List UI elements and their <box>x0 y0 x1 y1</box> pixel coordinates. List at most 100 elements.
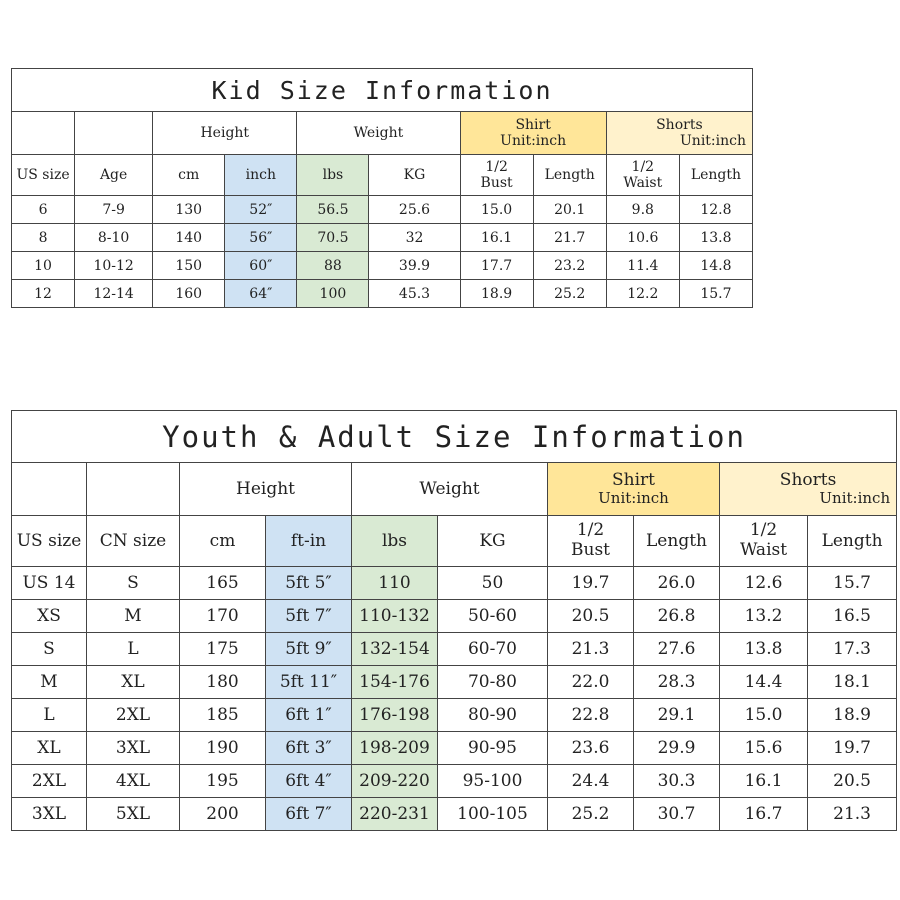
adult-col-waist-line2: Waist <box>739 540 788 560</box>
kid-cell-col2: 8-10 <box>74 223 154 252</box>
adult-cell-shirt-length: 30.3 <box>633 764 720 798</box>
kid-cell-lbs: 100 <box>296 279 370 308</box>
adult-col-shorts-length: Length <box>806 515 898 567</box>
adult-cell-bust: 24.4 <box>547 764 634 798</box>
adult-shirt-label: Shirt <box>612 469 655 490</box>
adult-cell-shorts-length: 18.9 <box>806 698 898 732</box>
adult-cell-lbs: 220-231 <box>351 797 438 831</box>
adult-cell-us-size: 2XL <box>11 764 87 798</box>
adult-cell-shirt-length: 26.8 <box>633 599 720 633</box>
adult-cell-lbs: 209-220 <box>351 764 438 798</box>
adult-cell-shorts-length: 21.3 <box>806 797 898 831</box>
adult-cell-bust: 25.2 <box>547 797 634 831</box>
table-row: S L 175 5ft 9″ 132-154 60-70 21.3 27.6 13.8 17.3 <box>11 632 898 666</box>
adult-cell-us-size: M <box>11 665 87 699</box>
adult-col-bust-line2: Bust <box>571 540 610 560</box>
adult-cell-col4: 5ft 9″ <box>265 632 352 666</box>
kid-cell-lbs: 88 <box>296 251 370 280</box>
adult-cell-shorts-length: 15.7 <box>806 566 898 600</box>
table-row: L 2XL 185 6ft 1″ 176-198 80-90 22.8 29.1 15.0 18.… <box>11 698 898 732</box>
adult-table-title: Youth & Adult Size Information <box>10 410 898 463</box>
adult-cell-us-size: XL <box>11 731 87 765</box>
kid-cell-shirt-length: 21.7 <box>532 223 607 252</box>
kid-col-inch: inch <box>224 154 298 196</box>
kid-shorts-unit: Unit:inch <box>680 133 746 149</box>
adult-cell-shorts-length: 19.7 <box>806 731 898 765</box>
adult-cell-cm: 175 <box>179 632 266 666</box>
kid-weight-header: Weight <box>296 111 461 155</box>
kid-cell-col4: 52″ <box>224 195 298 224</box>
adult-cell-us-size: S <box>11 632 87 666</box>
kid-col-lbs: lbs <box>296 154 370 196</box>
kid-cell-col2: 12-14 <box>74 279 154 308</box>
kid-shorts-label: Shorts <box>656 116 703 133</box>
kid-table-body: 6 7-9 130 52″ 56.5 25.6 15.0 20.1 9.8 12.8 8 8-10 14… <box>10 195 754 308</box>
kid-col-shorts-length: Length <box>678 154 754 196</box>
adult-cell-shirt-length: 26.0 <box>633 566 720 600</box>
kid-height-header: Height <box>152 111 298 155</box>
kid-cell-cm: 130 <box>152 195 226 224</box>
adult-cell-col2: 5XL <box>86 797 180 831</box>
adult-cell-waist: 15.0 <box>719 698 808 732</box>
kid-col-waist: 1/2 Waist <box>605 154 680 196</box>
adult-height-header: Height <box>179 462 352 516</box>
adult-cell-kg: 50 <box>437 566 548 600</box>
kid-cell-kg: 45.3 <box>368 279 461 308</box>
adult-cell-cm: 170 <box>179 599 266 633</box>
adult-cell-waist: 16.7 <box>719 797 808 831</box>
adult-cell-col2: L <box>86 632 180 666</box>
kid-cell-shorts-length: 14.8 <box>678 251 754 280</box>
kid-cell-waist: 10.6 <box>605 223 680 252</box>
table-row: 10 10-12 150 60″ 88 39.9 17.7 23.2 11.4 14.8 <box>10 251 754 280</box>
adult-col-cn-size: CN size <box>86 515 180 567</box>
adult-cell-col4: 5ft 11″ <box>265 665 352 699</box>
adult-cell-shorts-length: 16.5 <box>806 599 898 633</box>
kid-shirt-label: Shirt <box>515 116 551 133</box>
adult-cell-bust: 23.6 <box>547 731 634 765</box>
adult-cell-lbs: 198-209 <box>351 731 438 765</box>
adult-cell-lbs: 132-154 <box>351 632 438 666</box>
kid-col-bust-line1: 1/2 <box>485 158 508 175</box>
kid-cell-cm: 160 <box>152 279 226 308</box>
adult-cell-us-size: XS <box>11 599 87 633</box>
adult-cell-bust: 22.0 <box>547 665 634 699</box>
kid-cell-waist: 12.2 <box>605 279 680 308</box>
kid-cell-us-size: 12 <box>10 279 76 308</box>
adult-cell-col4: 6ft 1″ <box>265 698 352 732</box>
kid-cell-cm: 140 <box>152 223 226 252</box>
adult-size-table: Youth & Adult Size Information Height We… <box>10 410 898 831</box>
adult-cell-waist: 15.6 <box>719 731 808 765</box>
adult-cell-col2: XL <box>86 665 180 699</box>
adult-cell-col4: 6ft 3″ <box>265 731 352 765</box>
adult-cell-cm: 200 <box>179 797 266 831</box>
table-row: 2XL 4XL 195 6ft 4″ 209-220 95-100 24.4 30.3 16.1… <box>11 764 898 798</box>
adult-col-waist-line1: 1/2 <box>749 520 778 541</box>
adult-cell-kg: 80-90 <box>437 698 548 732</box>
adult-cell-kg: 60-70 <box>437 632 548 666</box>
kid-shirt-header: Shirt Unit:inch <box>459 111 607 155</box>
kid-col-kg: KG <box>368 154 461 196</box>
table-row: M XL 180 5ft 11″ 154-176 70-80 22.0 28.3 14.4 18.… <box>11 665 898 699</box>
adult-weight-header: Weight <box>351 462 548 516</box>
adult-col-bust: 1/2 Bust <box>547 515 634 567</box>
adult-cell-col4: 5ft 7″ <box>265 599 352 633</box>
kid-cell-col2: 10-12 <box>74 251 154 280</box>
adult-cell-waist: 13.2 <box>719 599 808 633</box>
adult-cell-bust: 19.7 <box>547 566 634 600</box>
adult-cell-cm: 165 <box>179 566 266 600</box>
kid-col-shirt-length: Length <box>532 154 607 196</box>
kid-cell-shorts-length: 13.8 <box>678 223 754 252</box>
table-row: 8 8-10 140 56″ 70.5 32 16.1 21.7 10.6 13.8 <box>10 223 754 252</box>
kid-cell-us-size: 6 <box>10 195 76 224</box>
kid-cell-bust: 16.1 <box>459 223 534 252</box>
adult-cell-shirt-length: 28.3 <box>633 665 720 699</box>
adult-cell-waist: 13.8 <box>719 632 808 666</box>
kid-cell-waist: 11.4 <box>605 251 680 280</box>
adult-cell-col4: 6ft 7″ <box>265 797 352 831</box>
adult-cell-shirt-length: 29.9 <box>633 731 720 765</box>
adult-cell-col4: 5ft 5″ <box>265 566 352 600</box>
kid-cell-kg: 32 <box>368 223 461 252</box>
adult-cell-shorts-length: 20.5 <box>806 764 898 798</box>
kid-col-cm: cm <box>152 154 226 196</box>
adult-shirt-unit: Unit:inch <box>598 489 669 508</box>
